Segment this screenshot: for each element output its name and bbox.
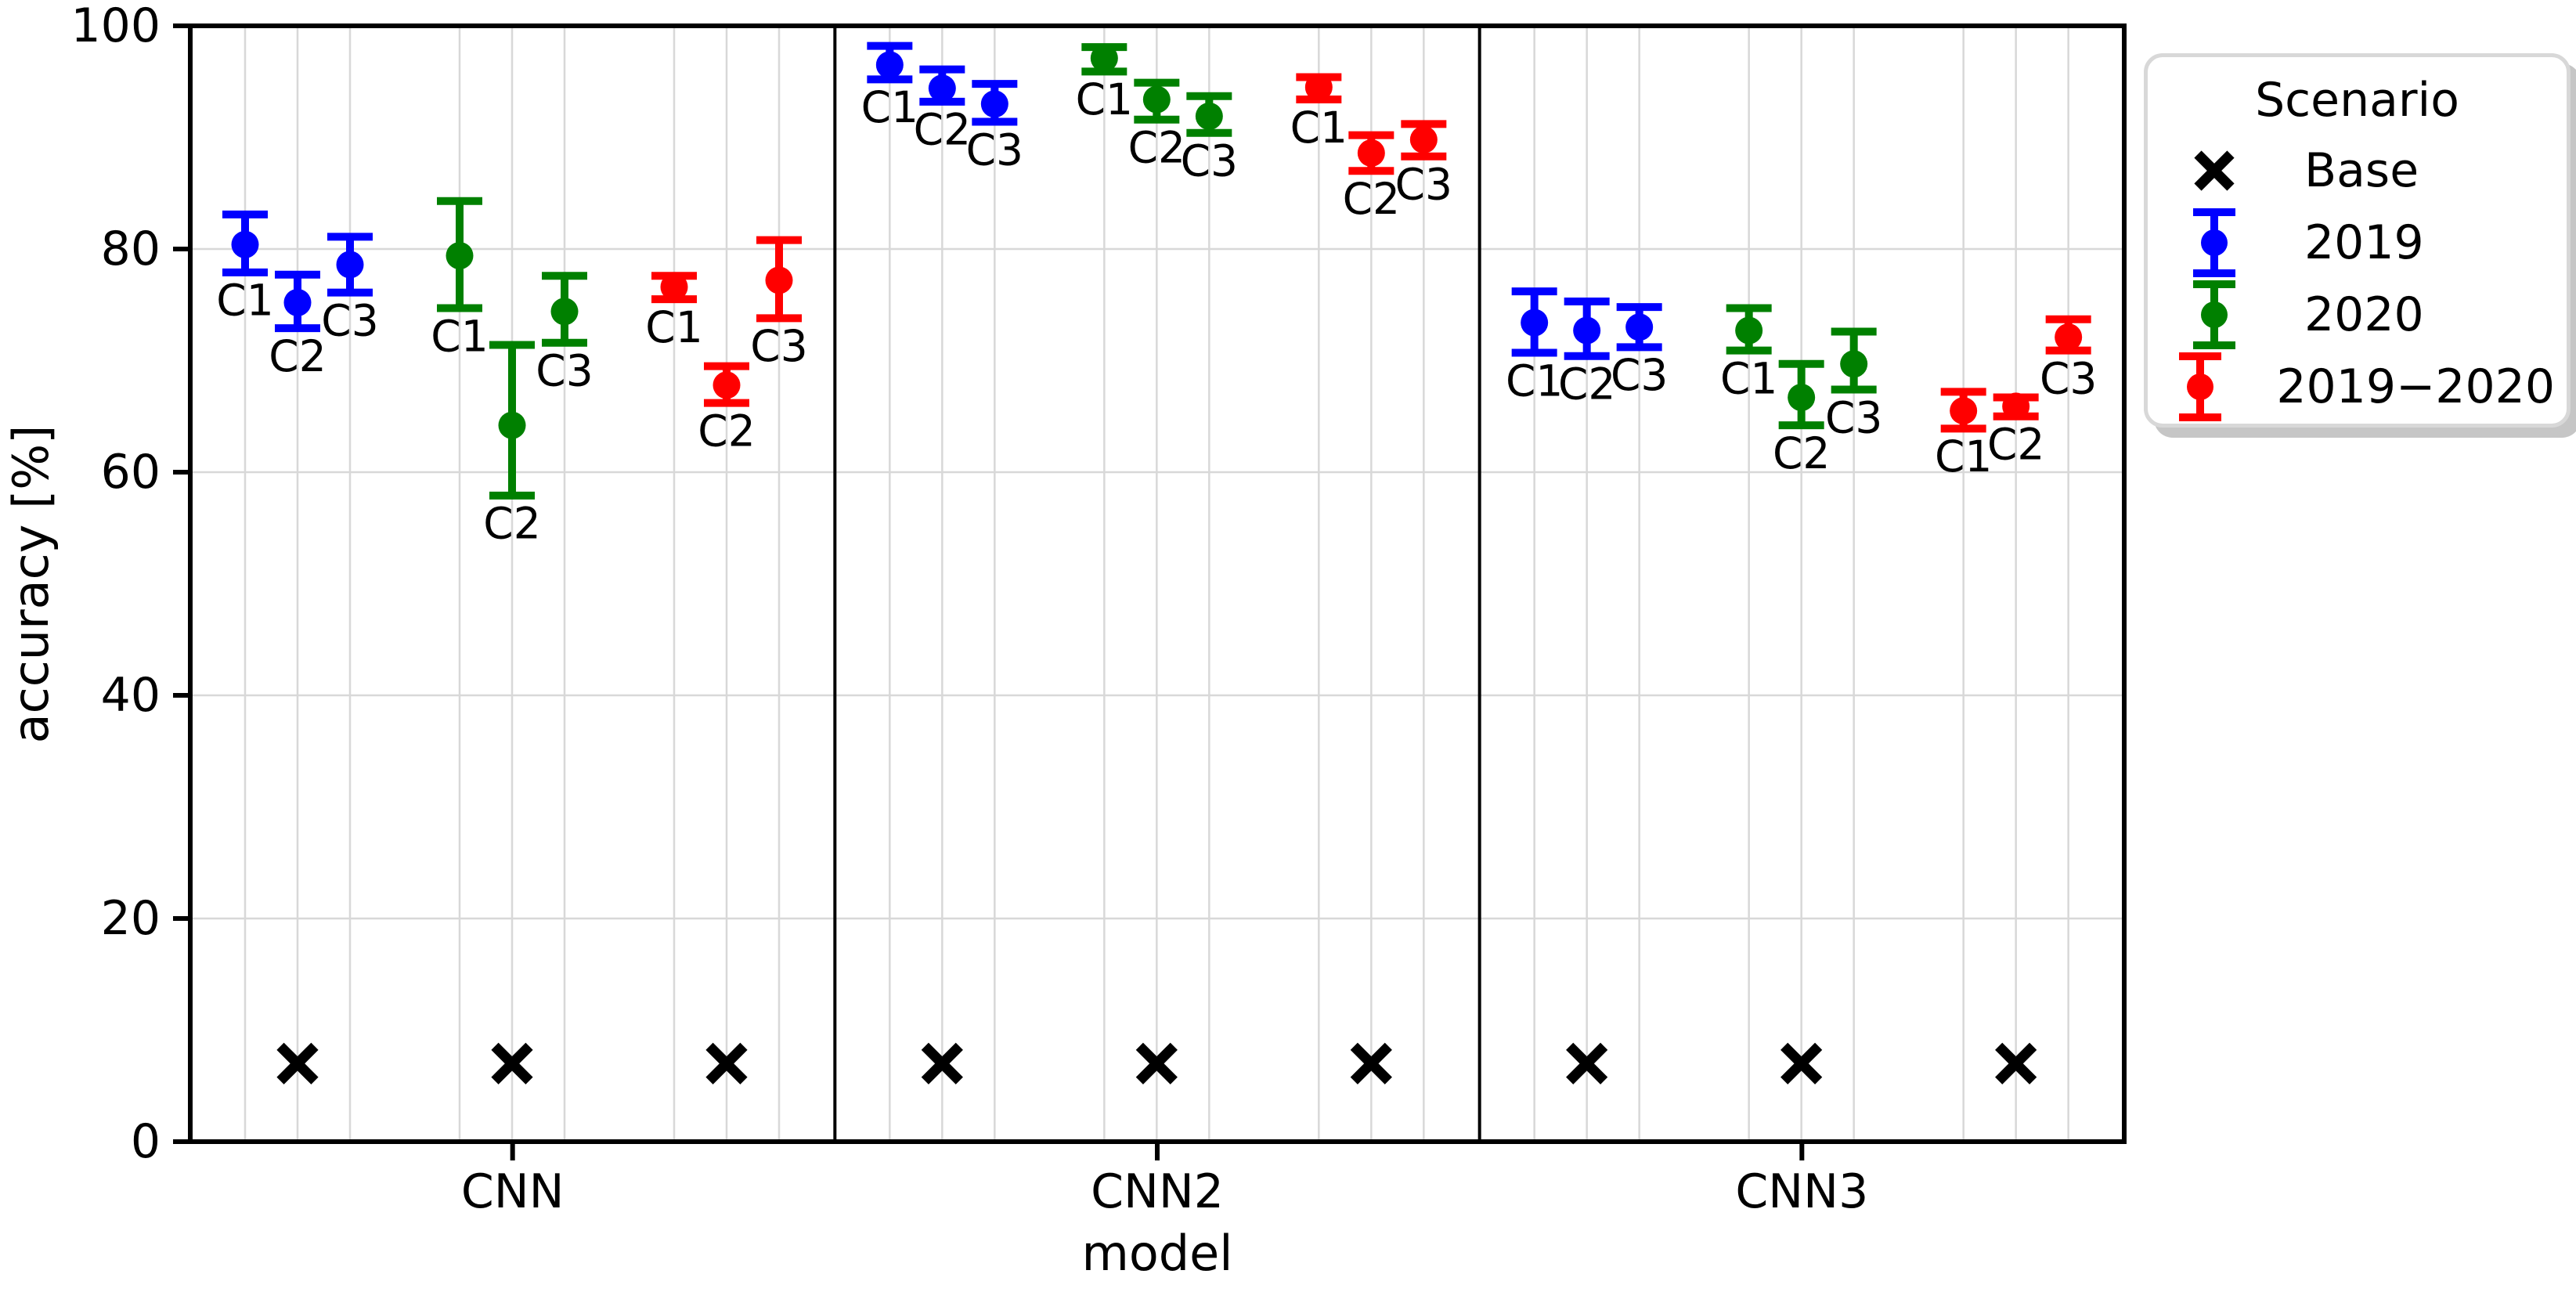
- base-marker-x: [1350, 1042, 1392, 1084]
- point-label-CNN-C3: C3: [536, 345, 593, 395]
- base-marker-x: [1780, 1042, 1823, 1084]
- legend-item-2019: 2019: [2156, 207, 2555, 279]
- base-marker-x: [491, 1042, 533, 1084]
- errorbar-CNN-2019−2020-C3-marker: [765, 266, 793, 294]
- errorbar-marker-icon: [2156, 350, 2245, 424]
- point-label-CNN3-C2: C2: [1773, 428, 1830, 478]
- point-label-CNN2-C2: C2: [1128, 122, 1185, 172]
- errorbar-CNN-2019−2020-C2-marker: [713, 371, 741, 399]
- point-label-CNN-C1: C1: [216, 276, 273, 326]
- y-tick-label: 0: [131, 1114, 161, 1169]
- point-label-CNN-C3: C3: [321, 295, 378, 345]
- errorbar-CNN-2020-C2-marker: [498, 411, 526, 439]
- errorbar-CNN3-2019-C1-marker: [1521, 309, 1549, 337]
- base-marker-x: [1566, 1042, 1608, 1084]
- y-axis-label: accuracy [%]: [2, 425, 60, 744]
- errorbar-CNN-2019-C3-marker: [336, 251, 364, 279]
- errorbar-CNN3-2019-C3-marker: [1625, 313, 1654, 341]
- errorbar-CNN3-2020-C2-marker: [1788, 384, 1816, 412]
- point-label-CNN2-C3: C3: [1181, 136, 1238, 186]
- point-label-CNN-C1: C1: [431, 311, 488, 361]
- base-marker-x: [276, 1042, 319, 1084]
- point-label-CNN2-C2: C2: [1343, 174, 1400, 224]
- errorbar-marker-icon: [2156, 206, 2273, 280]
- y-tick-label: 80: [101, 222, 161, 276]
- base-marker-x: [1995, 1042, 2037, 1084]
- point-label-CNN2-C1: C1: [1290, 103, 1348, 153]
- errorbar-CNN3-2019−2020-C2-marker: [2002, 392, 2030, 420]
- legend-item-2020: 2020: [2156, 279, 2555, 351]
- point-label-CNN3-C1: C1: [1720, 353, 1777, 403]
- y-tick-label: 20: [101, 891, 161, 946]
- legend-title: Scenario: [2255, 73, 2459, 128]
- legend-item-label: 2019: [2304, 215, 2424, 270]
- y-tick-label: 60: [101, 445, 161, 500]
- legend-item-label: Base: [2304, 143, 2419, 198]
- point-label-CNN-C3: C3: [750, 321, 807, 371]
- point-label-CNN3-C1: C1: [1506, 355, 1563, 406]
- point-label-CNN-C2: C2: [698, 406, 755, 456]
- legend-item-label: 2019−2020: [2276, 359, 2555, 414]
- errorbar-CNN2-2020-C1-marker: [1090, 44, 1118, 72]
- errorbar-CNN2-2019-C3-marker: [980, 90, 1008, 118]
- errorbar-CNN2-2019−2020-C1-marker: [1304, 73, 1333, 101]
- point-label-CNN-C1: C1: [645, 302, 702, 352]
- legend-item-Base: Base: [2156, 135, 2555, 207]
- y-tick-label: 100: [70, 0, 161, 53]
- errorbar-CNN-2020-C3-marker: [550, 298, 579, 326]
- point-label-CNN-C2: C2: [483, 499, 540, 549]
- point-label-CNN-C2: C2: [269, 331, 326, 381]
- point-label-CNN2-C3: C3: [1395, 160, 1452, 210]
- point-label-CNN3-C1: C1: [1935, 431, 1992, 482]
- errorbar-CNN2-2020-C2-marker: [1142, 85, 1171, 114]
- errorbar-CNN-2019-C2-marker: [283, 288, 312, 316]
- point-label-CNN2-C2: C2: [914, 105, 971, 155]
- base-marker-x: [921, 1042, 963, 1084]
- errorbar-CNN2-2019−2020-C2-marker: [1357, 139, 1385, 167]
- x-marker-icon: [2156, 148, 2273, 193]
- errorbar-CNN3-2019−2020-C3-marker: [2055, 323, 2083, 352]
- legend: Scenario Base 2019 2020 2019−2020: [2144, 53, 2571, 428]
- errorbar-CNN2-2020-C3-marker: [1195, 102, 1223, 130]
- errorbar-CNN2-2019−2020-C3-marker: [1409, 125, 1438, 153]
- x-tick-label-CNN: CNN: [461, 1164, 565, 1219]
- legend-item-2019−2020: 2019−2020: [2156, 351, 2555, 423]
- errorbar-marker-icon: [2156, 278, 2273, 352]
- errorbar-CNN3-2019-C2-marker: [1573, 316, 1601, 345]
- errorbar-CNN3-2020-C1-marker: [1735, 316, 1763, 345]
- legend-item-label: 2020: [2304, 287, 2424, 342]
- errorbar-CNN2-2019-C1-marker: [875, 51, 904, 79]
- errorbar-CNN-2020-C1-marker: [446, 242, 474, 270]
- x-tick-label-CNN2: CNN2: [1091, 1164, 1224, 1219]
- y-tick-label: 40: [101, 668, 161, 723]
- errorbar-CNN-2019−2020-C1-marker: [660, 272, 688, 301]
- errorbar-CNN2-2019-C2-marker: [928, 74, 956, 103]
- point-label-CNN2-C3: C3: [966, 125, 1023, 175]
- errorbar-CNN3-2019−2020-C1-marker: [1950, 397, 1978, 425]
- x-axis-label: model: [1081, 1225, 1232, 1282]
- point-label-CNN3-C3: C3: [1611, 350, 1668, 400]
- point-label-CNN3-C2: C2: [1558, 359, 1615, 410]
- errorbar-CNN3-2020-C3-marker: [1840, 350, 1868, 378]
- point-label-CNN3-C3: C3: [1825, 392, 1882, 442]
- base-marker-x: [705, 1042, 748, 1084]
- base-marker-x: [1135, 1042, 1178, 1084]
- point-label-CNN2-C1: C1: [861, 82, 918, 132]
- point-label-CNN2-C1: C1: [1076, 74, 1133, 125]
- point-label-CNN3-C2: C2: [1987, 420, 2044, 470]
- point-label-CNN3-C3: C3: [2040, 353, 2097, 403]
- x-tick-label-CNN3: CNN3: [1735, 1164, 1868, 1219]
- errorbar-CNN-2019-C1-marker: [231, 230, 259, 258]
